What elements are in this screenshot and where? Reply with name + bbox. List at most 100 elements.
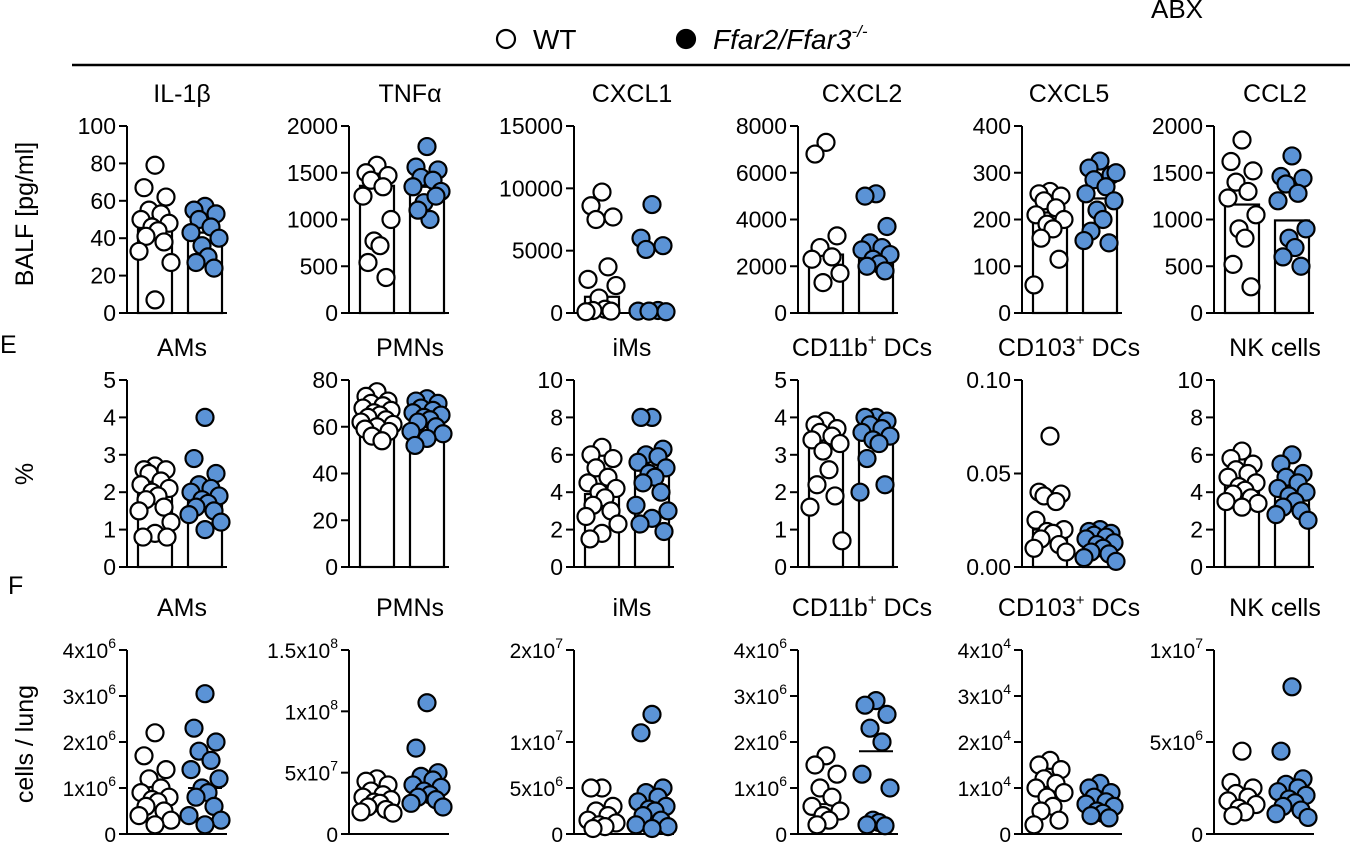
y-tick-label-exponent: 6 — [779, 727, 787, 743]
y-tick-label: 100 — [78, 113, 116, 139]
y-tick-label: 5x106 — [510, 773, 564, 801]
y-tick-label: 2000 — [287, 113, 338, 139]
point-ko — [626, 495, 646, 515]
point-ko — [181, 759, 201, 780]
panel-1-cd11b-dcs: CD11b+ DCs 0 1 2 3 4 5 — [774, 332, 932, 580]
point-ko — [639, 301, 659, 321]
point-ko — [875, 816, 895, 836]
panel-title: iMs — [613, 334, 652, 362]
panel-title: AMs — [157, 334, 207, 362]
point-wt — [832, 531, 852, 551]
y-tick-label-exponent: 6 — [555, 773, 563, 789]
point-wt — [370, 236, 390, 256]
legend-ko-label-sup: -/- — [851, 22, 867, 41]
panel-1-nk-cells: NK cells 0 2 4 6 8 10 — [1177, 334, 1320, 580]
point-wt — [129, 805, 149, 826]
y-tick-label: 3x106 — [734, 681, 788, 709]
point-wt — [129, 501, 149, 521]
y-tick-label: 2x107 — [510, 635, 564, 663]
y-tick-label: 0 — [998, 300, 1011, 326]
point-wt — [145, 815, 165, 835]
point-ko — [633, 473, 653, 493]
point-ko — [186, 252, 206, 273]
point-ko — [1298, 510, 1318, 530]
y-tick-label: 0.00 — [966, 554, 1011, 580]
y-tick-label-mantissa: 0 — [551, 824, 563, 847]
point-ko — [872, 732, 892, 752]
point-wt — [129, 241, 149, 261]
ylabel-row-1: BALF [pg/ml] — [11, 142, 39, 287]
point-wt — [1024, 538, 1044, 558]
point-wt — [601, 301, 621, 321]
panel-title: NK cells — [1229, 334, 1321, 362]
panel-title-main: iMs — [613, 594, 652, 622]
y-tick-label-exponent: 7 — [555, 635, 563, 651]
point-wt — [353, 186, 373, 206]
point-ko — [179, 805, 199, 826]
panel-2-nk-cells: NK cells 0 5x106 1x107 — [1150, 594, 1321, 847]
y-tick-label-mantissa: 0 — [326, 824, 338, 847]
point-wt — [581, 778, 601, 798]
panel-title: CD11b+ DCs — [792, 592, 932, 622]
panel-0-cxcl5: CXCL5 0 100 200 300 400 — [973, 80, 1126, 326]
y-tick-label: 0 — [103, 554, 116, 580]
panel-0-il-1-: IL-1β 0 20 40 60 80 100 — [78, 80, 229, 326]
point-wt — [161, 252, 181, 273]
point-ko — [195, 815, 215, 835]
point-ko — [850, 482, 870, 502]
y-tick-label: 6 — [1190, 442, 1203, 468]
y-tick-label: 6 — [550, 442, 563, 468]
point-ko — [658, 501, 678, 521]
panel-title-suffix: DCs — [877, 334, 933, 362]
y-tick-label: 3x106 — [63, 681, 117, 709]
panel-title: CCL2 — [1243, 80, 1307, 108]
y-tick-label-mantissa: 1x10 — [285, 701, 331, 724]
y-tick-label: 1.5x108 — [267, 635, 338, 663]
legend: WT Ffar2/Ffar3-/- ABX — [72, 0, 1350, 67]
y-tick-label: 100 — [973, 253, 1011, 279]
point-ko — [405, 435, 425, 456]
y-tick-label: 1x106 — [63, 773, 117, 801]
point-ko — [658, 817, 678, 837]
point-wt — [580, 529, 600, 549]
y-tick-label: 1000 — [287, 207, 338, 233]
y-tick-label: 4 — [1190, 479, 1203, 505]
point-wt — [813, 441, 833, 461]
y-tick-label-mantissa: 2x10 — [63, 732, 109, 755]
point-ko — [179, 505, 199, 525]
point-ko — [1099, 233, 1119, 253]
y-tick-label: 4 — [103, 404, 116, 430]
point-ko — [1273, 247, 1293, 267]
y-tick-label: 5 — [774, 367, 787, 393]
point-ko — [636, 239, 656, 260]
point-wt — [1223, 805, 1243, 826]
y-tick-label-mantissa: 2x10 — [958, 732, 1004, 755]
point-wt — [1049, 249, 1069, 269]
point-wt — [1040, 426, 1060, 446]
y-tick-label: 0 — [999, 824, 1011, 847]
panel-2-ims: iMs 0 5x106 1x107 2x107 — [510, 594, 678, 847]
panel-title: CD103+ DCs — [998, 332, 1140, 362]
point-wt — [830, 263, 850, 283]
y-tick-label-exponent: 6 — [779, 681, 787, 697]
y-tick-label: 1x107 — [510, 727, 564, 755]
y-tick-label: 60 — [312, 414, 338, 440]
point-wt — [802, 430, 822, 450]
y-tick-label: 0.05 — [966, 461, 1011, 487]
point-wt — [351, 802, 371, 822]
point-ko — [875, 261, 895, 281]
point-ko — [184, 718, 204, 738]
point-wt — [161, 810, 181, 830]
point-wt — [1218, 188, 1238, 208]
panel-title: NK cells — [1229, 594, 1321, 622]
point-wt — [576, 302, 596, 322]
y-tick-label: 1 — [103, 517, 116, 543]
point-wt — [583, 818, 603, 839]
panel-label-f: F — [8, 572, 23, 600]
point-wt — [145, 155, 165, 175]
condition-label: ABX — [1151, 0, 1203, 24]
panel-title-main: NK cells — [1229, 594, 1321, 622]
y-tick-label: 10000 — [499, 175, 563, 201]
panel-title-main: PMNs — [376, 334, 444, 362]
